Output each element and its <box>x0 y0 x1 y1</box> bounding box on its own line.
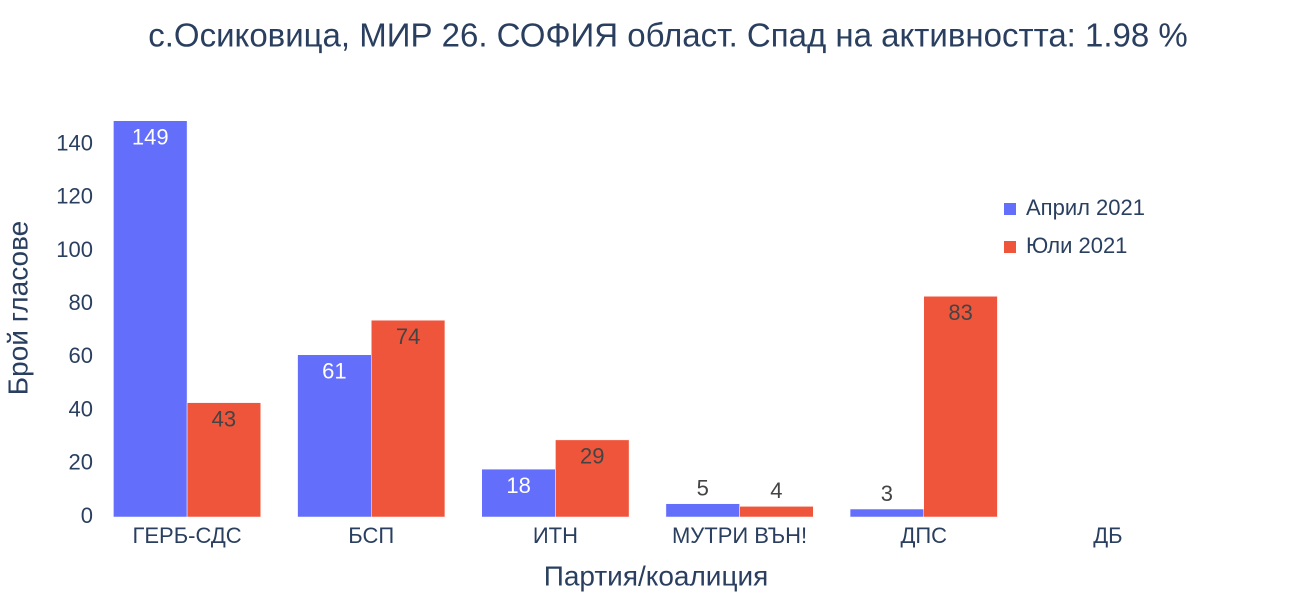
y-tick-label: 120 <box>56 184 93 209</box>
data-label: 149 <box>132 125 169 150</box>
legend-label: Юли 2021 <box>1026 233 1127 258</box>
bar <box>739 506 814 518</box>
x-tick-label: ГЕРБ-СДС <box>132 523 241 548</box>
bar <box>481 468 556 518</box>
data-label: 43 <box>212 406 236 431</box>
y-tick-label: 140 <box>56 130 93 155</box>
data-label: 5 <box>697 476 709 501</box>
y-tick-label: 0 <box>81 503 93 528</box>
x-axis-title: Партия/коалиция <box>544 560 769 591</box>
legend-swatch <box>1004 241 1016 253</box>
data-label: 29 <box>580 444 604 469</box>
y-tick-label: 100 <box>56 237 93 262</box>
x-tick-label: ДПС <box>900 523 947 548</box>
data-label: 83 <box>948 300 972 325</box>
data-label: 61 <box>322 359 346 384</box>
x-tick-label: БСП <box>348 523 394 548</box>
y-tick-label: 40 <box>69 396 93 421</box>
data-label: 18 <box>506 473 530 498</box>
data-label: 4 <box>770 478 782 503</box>
data-label: 74 <box>396 324 420 349</box>
bar <box>849 508 924 518</box>
bar <box>113 120 188 518</box>
bar <box>923 296 998 518</box>
x-tick-label: ДБ <box>1093 523 1122 548</box>
y-tick-label: 80 <box>69 290 93 315</box>
legend-swatch <box>1004 203 1016 215</box>
y-axis-title: Брой гласове <box>2 221 33 395</box>
bar <box>297 354 372 518</box>
x-tick-label: МУТРИ ВЪН! <box>672 523 807 548</box>
chart-title: с.Осиковица, МИР 26. СОФИЯ област. Спад … <box>148 17 1188 54</box>
y-tick-label: 60 <box>69 343 93 368</box>
bar <box>665 503 740 518</box>
y-tick-label: 20 <box>69 450 93 475</box>
data-label: 3 <box>881 481 893 506</box>
legend-label: Април 2021 <box>1026 195 1145 220</box>
bar <box>555 439 630 518</box>
x-tick-label: ИТН <box>533 523 578 548</box>
bar <box>371 319 446 518</box>
bar <box>186 402 261 518</box>
